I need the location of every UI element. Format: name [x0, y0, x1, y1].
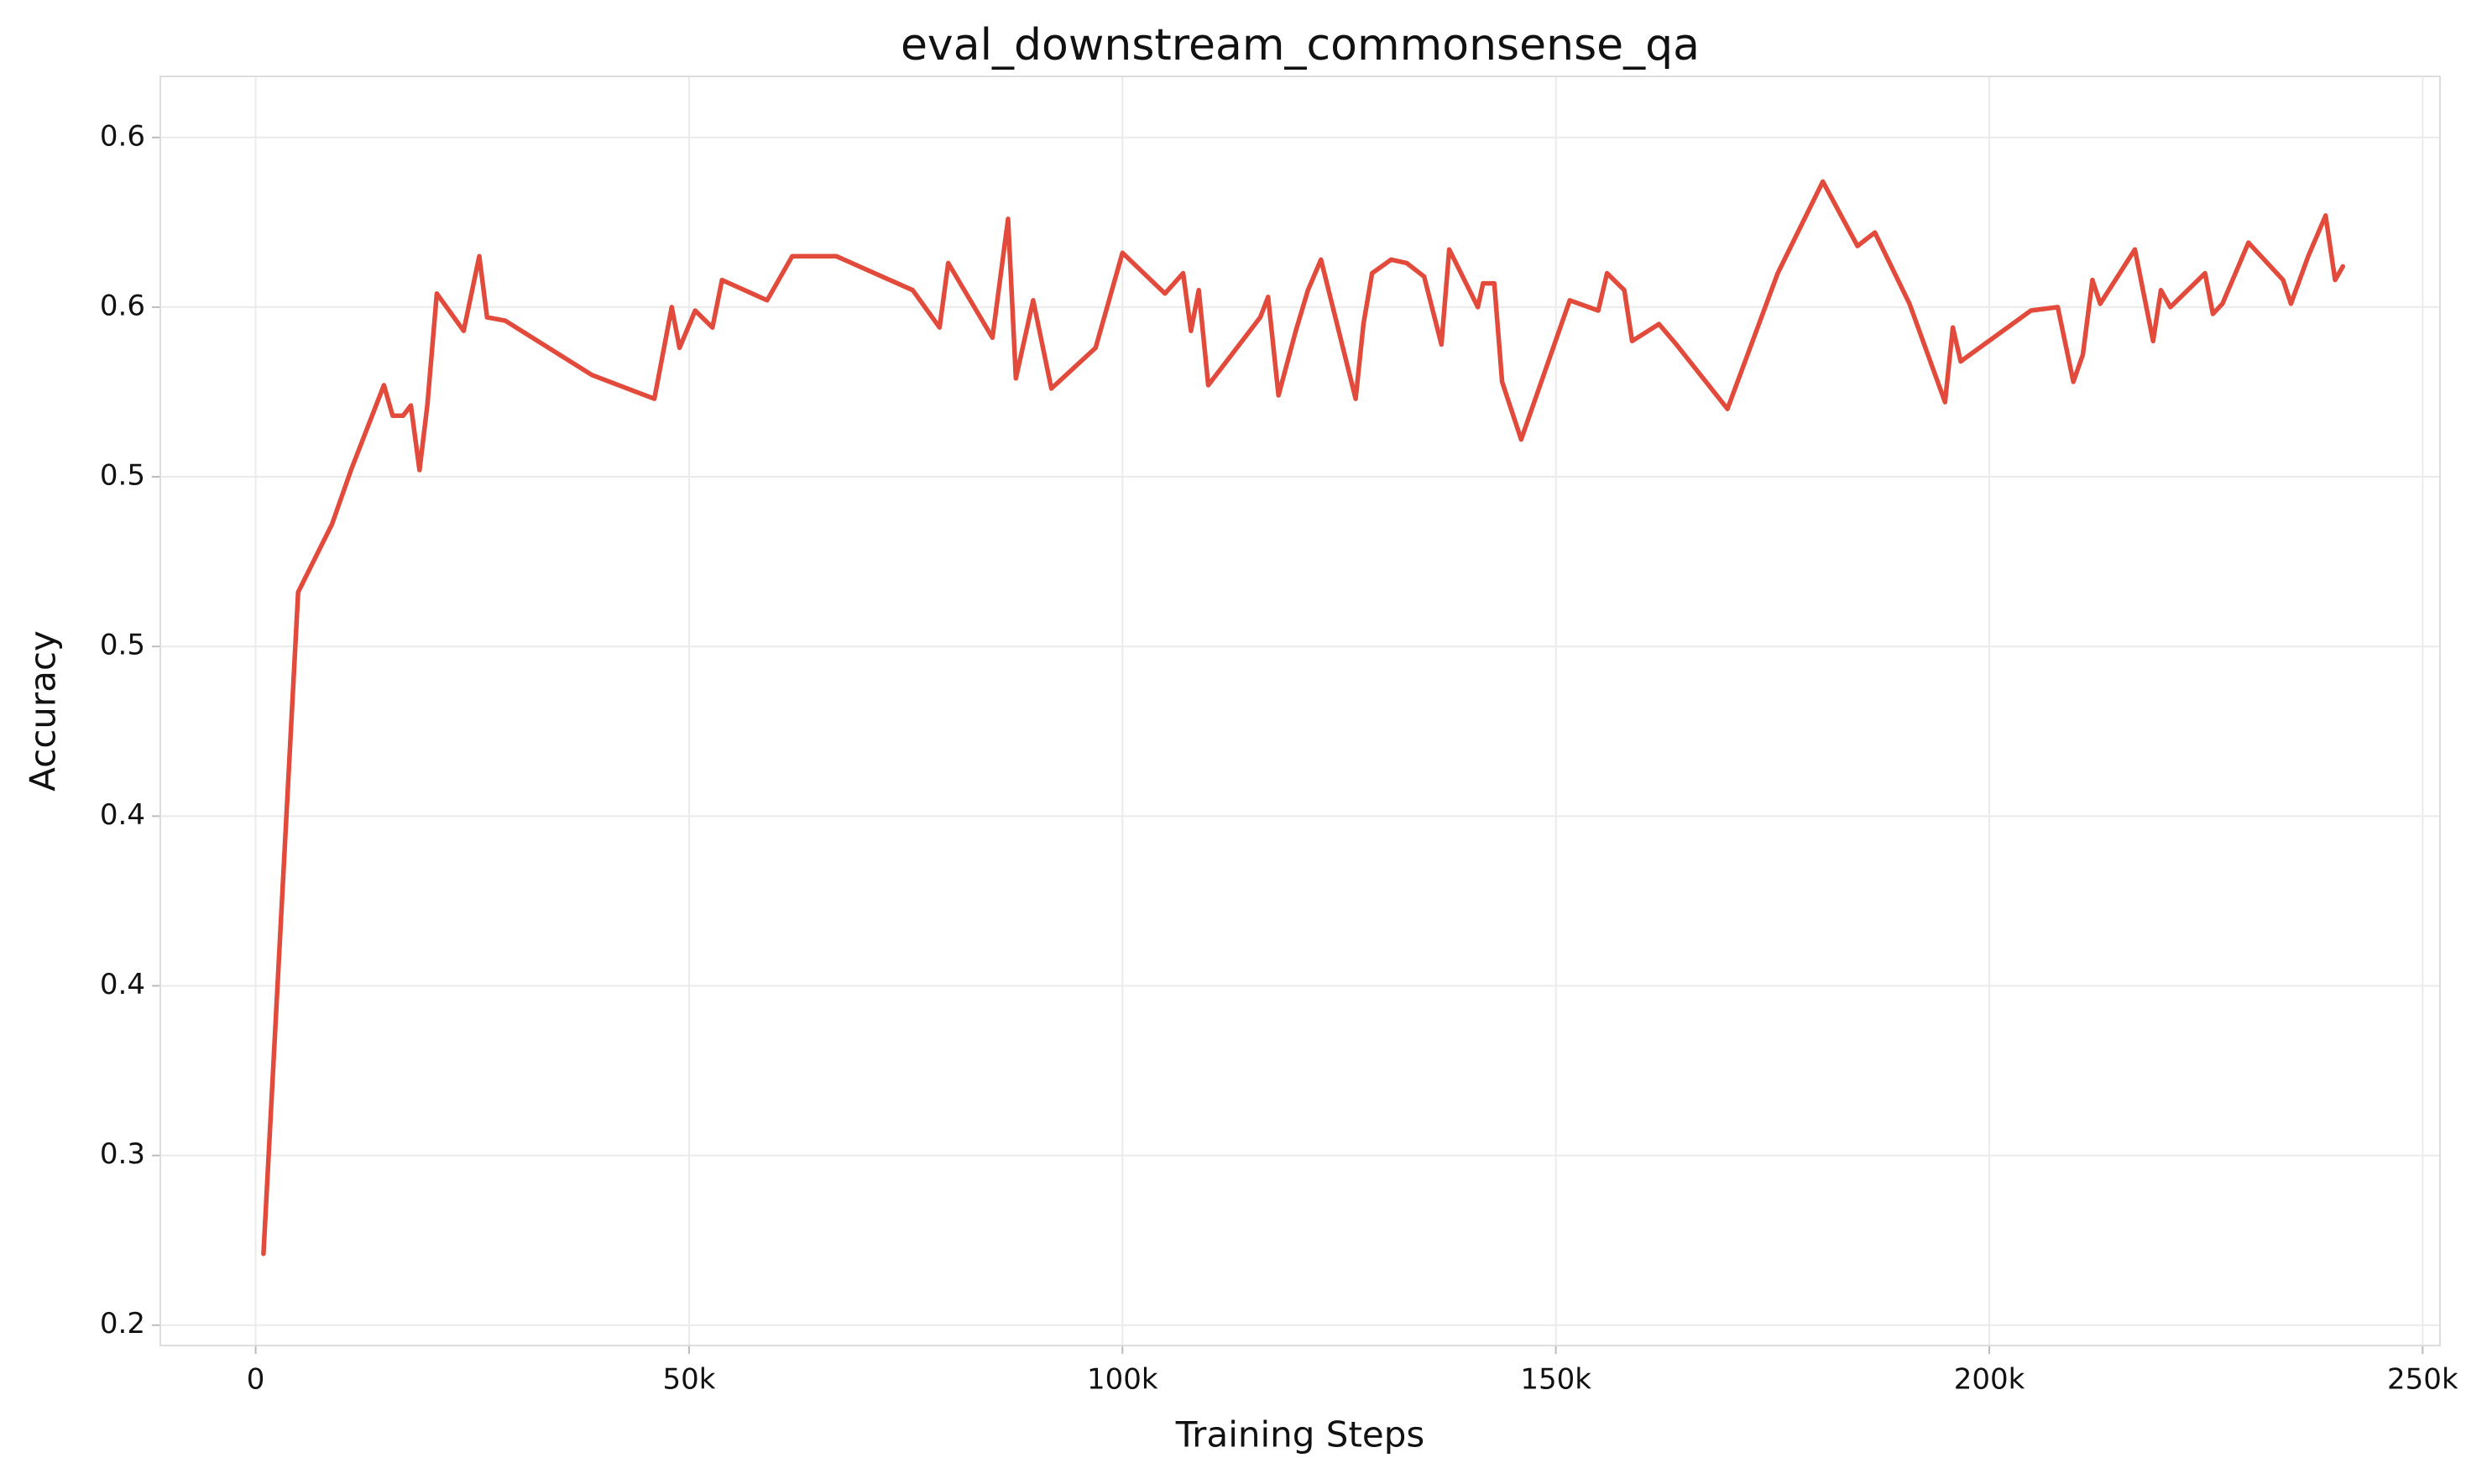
x-tick-label: 50k	[662, 1363, 715, 1397]
x-axis-label: Training Steps	[1175, 1414, 1425, 1455]
y-tick-label: 0.3	[100, 1137, 145, 1171]
y-tick-label: 0.6	[100, 119, 145, 153]
plot-frame	[159, 76, 2441, 1346]
y-tick-label: 0.2	[100, 1307, 145, 1340]
data-line	[261, 179, 2346, 1257]
y-tick-label: 0.4	[100, 968, 145, 1001]
chart-title: eval_downstream_commonsense_qa	[901, 20, 1700, 71]
y-tick-label: 0.5	[100, 629, 145, 662]
x-tick-label: 250k	[2387, 1363, 2458, 1397]
y-tick-label: 0.6	[100, 289, 145, 322]
y-tick-label: 0.5	[100, 459, 145, 493]
x-tick-label: 150k	[1520, 1363, 1591, 1397]
x-tick-label: 100k	[1087, 1363, 1158, 1397]
y-tick-label: 0.4	[100, 798, 145, 832]
y-axis-label: Accuracy	[23, 630, 64, 792]
x-tick-label: 200k	[1954, 1363, 2025, 1397]
x-tick-label: 0	[247, 1363, 265, 1397]
